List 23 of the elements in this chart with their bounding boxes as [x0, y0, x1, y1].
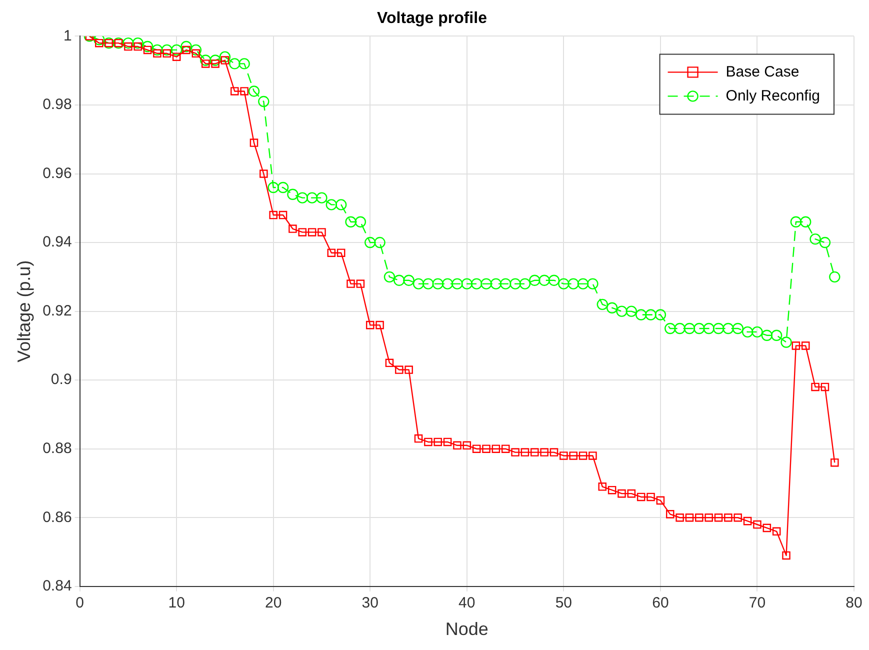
x-tick-label: 0 — [76, 594, 84, 612]
x-tick-label: 30 — [362, 594, 378, 612]
y-tick-label: 0.94 — [42, 234, 72, 251]
y-tick-label: 0.9 — [50, 371, 72, 388]
x-axis-title: Node — [445, 619, 488, 640]
x-tick-label: 10 — [168, 594, 185, 612]
x-tick-label: 40 — [458, 594, 476, 612]
x-tick-label: 80 — [846, 594, 862, 612]
y-tick-label: 0.96 — [42, 164, 72, 182]
legend-label: Base Case — [726, 63, 800, 80]
x-tick-label: 20 — [265, 594, 282, 612]
x-tick-label: 60 — [652, 594, 669, 612]
x-tick-label: 70 — [748, 594, 766, 612]
y-tick-label: 0.98 — [42, 96, 72, 114]
y-axis-title: Voltage (p.u) — [14, 260, 34, 362]
legend-label: Only Reconfig — [726, 87, 820, 104]
y-tick-label: 0.84 — [42, 578, 72, 595]
y-tick-label: 0.88 — [42, 440, 72, 457]
y-tick-label: 0.86 — [42, 508, 72, 526]
y-tick-label: 1 — [63, 27, 72, 44]
x-tick-label: 50 — [555, 594, 572, 612]
chart-title: Voltage profile — [377, 10, 488, 28]
y-tick-label: 0.92 — [42, 302, 72, 320]
